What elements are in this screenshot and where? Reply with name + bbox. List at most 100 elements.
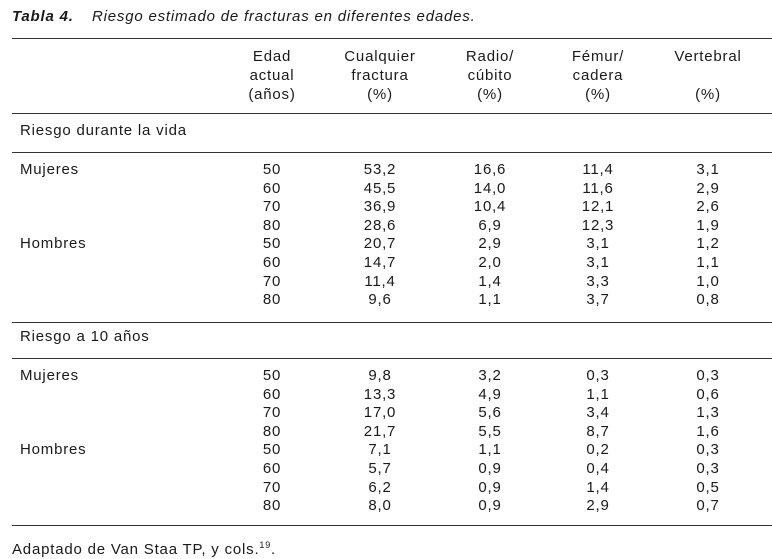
cell: 70	[262, 404, 282, 422]
header-cell: actual	[249, 67, 295, 84]
cell: 80	[262, 497, 282, 515]
caption-label: Tabla 4.	[12, 8, 74, 25]
cell: 8,7	[586, 422, 610, 440]
rule	[12, 525, 772, 526]
header-cell: Fémur/	[571, 48, 625, 65]
cell: 60	[262, 254, 282, 271]
cell: 70	[262, 478, 282, 496]
group-label: Mujeres	[20, 161, 79, 178]
cell: 13,3	[363, 385, 397, 403]
cell: 20,7	[363, 235, 397, 253]
rule	[12, 38, 772, 39]
cell: 9,8	[368, 367, 392, 384]
cell: 3,1	[586, 235, 610, 253]
cell: 80	[262, 216, 282, 234]
cell: 60	[262, 460, 282, 477]
cell: 3,4	[586, 404, 610, 422]
cell: 0,6	[696, 385, 720, 403]
header-cell: Edad	[252, 48, 292, 65]
cell: 50	[262, 161, 282, 178]
header-cell: (%)	[477, 86, 503, 103]
cell: 1,1	[586, 385, 610, 403]
cell: 1,4	[478, 272, 502, 290]
cell: 3,7	[586, 291, 610, 309]
cell: 17,0	[363, 404, 397, 422]
cell: 8,0	[368, 497, 392, 515]
cell: 80	[262, 422, 282, 440]
cell: 2,9	[696, 179, 720, 197]
cell: 0,9	[478, 497, 502, 515]
cell: 1,3	[696, 404, 720, 422]
cell: 14,7	[363, 254, 397, 271]
cell: 12,1	[581, 198, 615, 216]
cell: 4,9	[478, 385, 502, 403]
cell: 3,3	[586, 272, 610, 290]
cell: 2,0	[478, 254, 502, 271]
cell: 6,9	[478, 216, 502, 234]
cell: 11,4	[364, 272, 396, 290]
header-cell: Radio/	[465, 48, 515, 65]
cell: 0,7	[696, 497, 720, 515]
cell: 0,9	[478, 460, 502, 477]
header-cell: (%)	[695, 86, 721, 103]
cell: 50	[262, 441, 282, 459]
footer: Adaptado de Van Staa TP, y cols.19.	[12, 540, 277, 558]
cell: 1,9	[696, 216, 720, 234]
cell: 7,1	[368, 441, 392, 459]
cell: 0,9	[478, 478, 502, 496]
cell: 9,6	[368, 291, 392, 309]
cell: 3,1	[696, 161, 720, 178]
cell: 1,6	[696, 422, 720, 440]
group-label: Hombres	[20, 441, 87, 459]
cell: 1,4	[586, 478, 610, 496]
cell: 60	[262, 179, 282, 197]
group-label: Mujeres	[20, 367, 79, 384]
cell: 1,1	[696, 254, 720, 271]
cell: 1,1	[478, 441, 502, 459]
cell: 1,1	[478, 291, 502, 309]
cell: 53,2	[363, 161, 397, 178]
cell: 60	[262, 385, 282, 403]
cell: 36,9	[363, 198, 397, 216]
cell: 6,2	[368, 478, 392, 496]
cell: 0,2	[586, 441, 610, 459]
cell: 50	[262, 235, 282, 253]
cell: 0,3	[586, 367, 610, 384]
cell: 11,4	[582, 161, 614, 178]
cell: 80	[262, 291, 282, 309]
cell: 0,3	[696, 441, 720, 459]
section-title: Riesgo a 10 años	[20, 328, 150, 345]
header-cell: cadera	[572, 67, 624, 84]
cell: 5,6	[478, 404, 502, 422]
cell: 21,7	[363, 422, 397, 440]
header-cell: (años)	[248, 86, 296, 103]
group-label: Hombres	[20, 235, 87, 253]
cell: 5,7	[368, 460, 392, 477]
footer-ref: 19	[259, 540, 272, 550]
rule	[12, 152, 772, 153]
cell: 50	[262, 367, 282, 384]
cell: 2,9	[586, 497, 610, 515]
cell: 2,6	[696, 198, 720, 216]
cell: 16,6	[473, 161, 507, 178]
header-cell: (%)	[367, 86, 393, 103]
cell: 14,0	[473, 179, 507, 197]
cell: 70	[262, 198, 282, 216]
cell: 10,4	[473, 198, 507, 216]
caption-title: Riesgo estimado de fracturas en diferent…	[92, 8, 476, 25]
header-cell: (%)	[585, 86, 611, 103]
cell: 28,6	[363, 216, 397, 234]
cell: 3,1	[586, 254, 610, 271]
cell: 11,6	[582, 179, 614, 197]
cell: 5,5	[478, 422, 502, 440]
rule	[12, 322, 772, 323]
cell: 0,3	[696, 367, 720, 384]
header-cell: Cualquier	[344, 48, 416, 65]
cell: 2,9	[478, 235, 502, 253]
rule	[12, 113, 772, 114]
cell: 0,5	[696, 478, 720, 496]
cell: 1,0	[696, 272, 720, 290]
cell: 12,3	[581, 216, 615, 234]
cell: 45,5	[363, 179, 397, 197]
